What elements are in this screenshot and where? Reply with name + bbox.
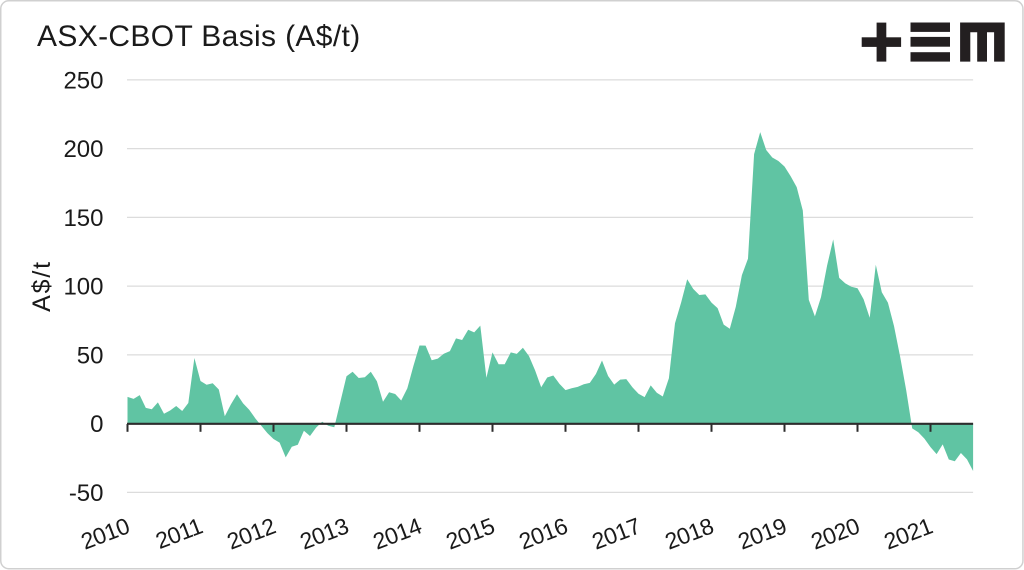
svg-text:2020: 2020 <box>807 513 862 555</box>
svg-text:50: 50 <box>77 342 104 369</box>
svg-text:0: 0 <box>90 411 103 438</box>
svg-text:2017: 2017 <box>588 513 643 555</box>
svg-text:2011: 2011 <box>152 513 206 554</box>
svg-text:250: 250 <box>63 67 103 94</box>
svg-text:2012: 2012 <box>223 513 278 555</box>
svg-text:2014: 2014 <box>369 512 425 554</box>
svg-text:2021: 2021 <box>880 513 935 555</box>
svg-text:2010: 2010 <box>77 513 132 555</box>
svg-text:2016: 2016 <box>515 513 570 555</box>
svg-text:-50: -50 <box>69 480 104 507</box>
svg-text:100: 100 <box>63 274 103 301</box>
svg-text:2018: 2018 <box>661 513 716 555</box>
svg-text:2019: 2019 <box>734 513 789 555</box>
svg-text:200: 200 <box>63 136 103 163</box>
svg-text:2015: 2015 <box>442 513 497 555</box>
svg-text:2013: 2013 <box>296 513 351 555</box>
svg-text:150: 150 <box>63 205 103 232</box>
svg-text:A$/t: A$/t <box>28 260 56 312</box>
